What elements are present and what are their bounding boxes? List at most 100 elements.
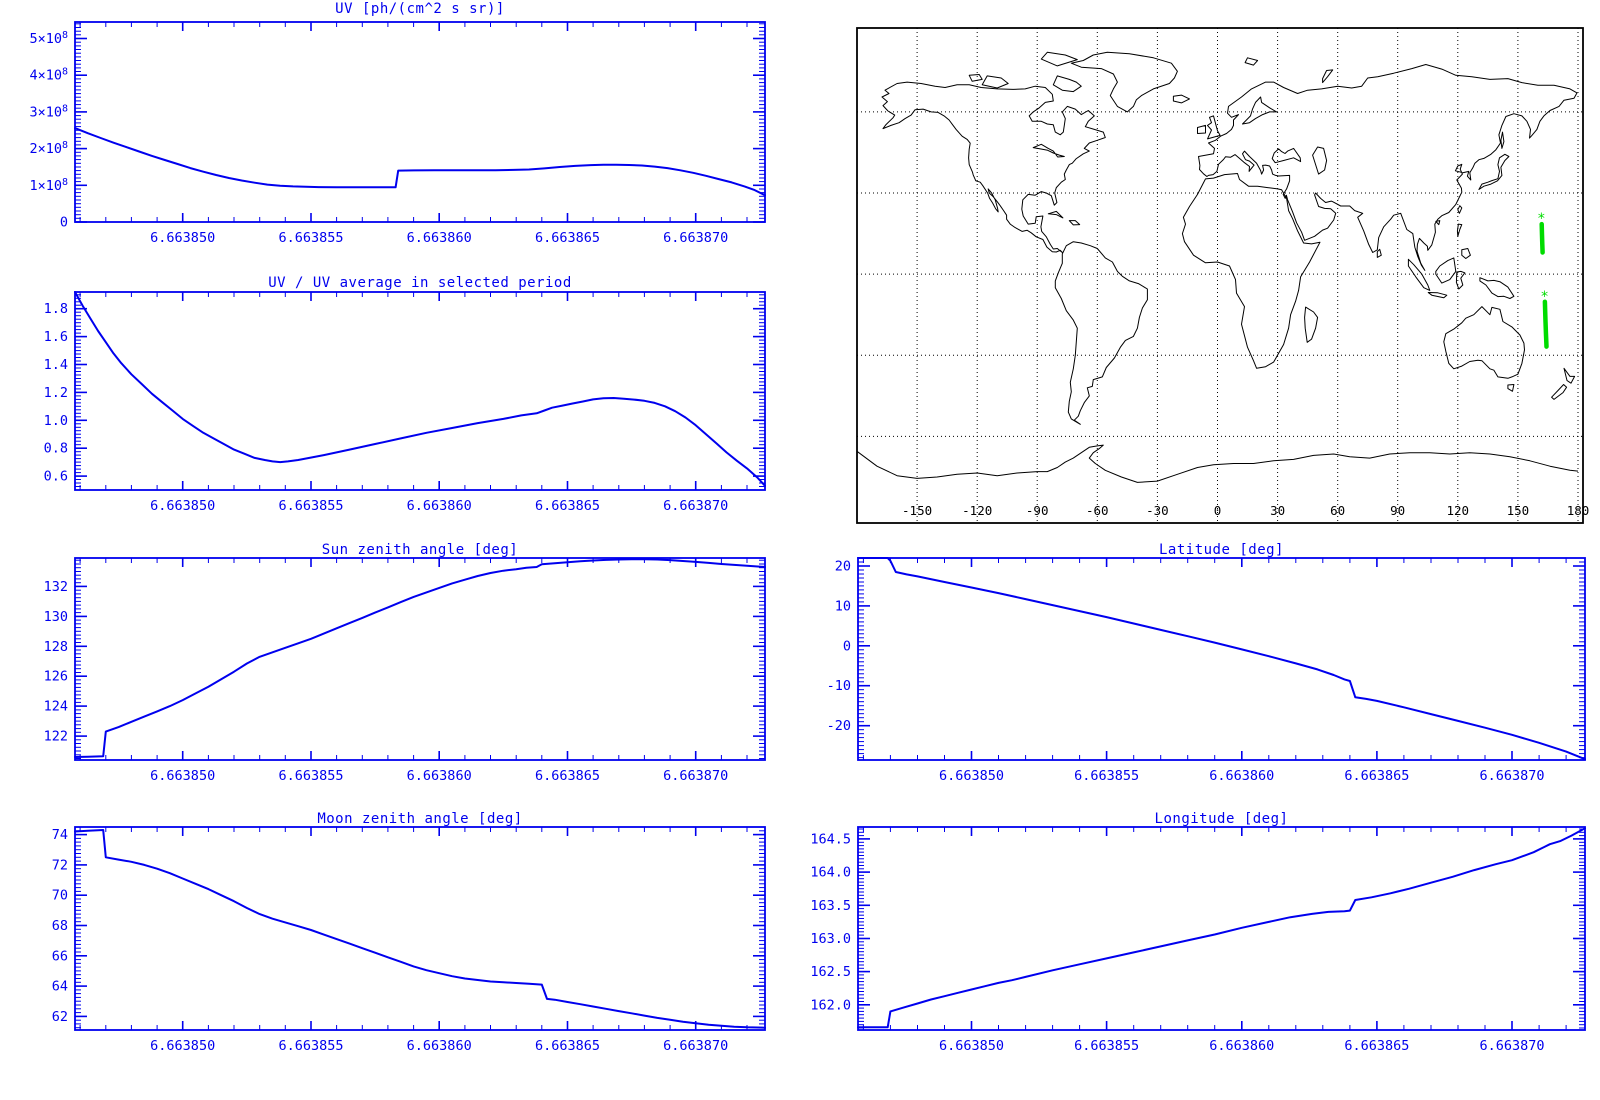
latitude-plot-canvas: 6.663850 6.663855 6.663860 6.663865 6.663870… [827, 557, 1586, 784]
plot-frame [857, 557, 1586, 761]
x-axis: 6.663850 6.663855 6.663860 6.663865 6.663870 [862, 827, 1567, 1054]
coastline-hainan [1435, 220, 1441, 226]
x-tick-label: 6.663860 [407, 230, 472, 246]
longitude-plot-panel: 6.663850 6.663855 6.663860 6.663865 6.663870… [800, 805, 1600, 1100]
y-tick-label: 66 [52, 948, 68, 964]
x-tick-label: 6.663870 [1479, 768, 1544, 784]
sun-zenith-curve [74, 558, 766, 758]
coastline-new-guinea [1479, 277, 1515, 299]
y-tick-label: 4×108 [29, 67, 68, 84]
y-tick-label: 1.4 [44, 357, 68, 373]
sun-zenith-plot-canvas: 6.663850 6.663855 6.663860 6.663865 6.663870… [44, 557, 766, 784]
y-tick-label: 122 [44, 729, 68, 745]
y-tick-label: 162.0 [810, 997, 851, 1013]
coastline-africa [1181, 173, 1321, 369]
map-lon-label: -120 [962, 503, 992, 518]
x-tick-label: 6.663865 [535, 1038, 600, 1054]
y-tick-label: 0 [60, 215, 68, 231]
x-tick-label: 6.663860 [1209, 768, 1274, 784]
coastline-great-britain [1207, 115, 1221, 140]
coastline-ellesmere-island [1040, 51, 1078, 67]
moon-zenith-plot-panel: 6.663850 6.663855 6.663860 6.663865 6.663870… [0, 805, 800, 1100]
x-tick-label: 6.663850 [150, 768, 215, 784]
y-axis: 162.0 162.5 163.0 163.5 164.0 164.5 [810, 828, 1585, 1029]
y-tick-label: 62 [52, 1009, 68, 1025]
x-tick-label: 6.663855 [278, 230, 343, 246]
y-tick-label: 0.8 [44, 441, 68, 457]
coastline-baltic-sea [1242, 96, 1278, 125]
coastline-taiwan [1457, 205, 1463, 214]
y-tick-label: 124 [44, 699, 68, 715]
coastline-new-zealand-north [1563, 367, 1576, 384]
x-tick-label: 6.663860 [407, 768, 472, 784]
x-axis: 6.663850 6.663855 6.663860 6.663865 6.663870 [79, 558, 748, 784]
uv-ratio-plot-title: UV / UV average in selected period [268, 275, 572, 291]
y-tick-label: 163.0 [810, 931, 851, 947]
ground-track-asterisk: * [1537, 211, 1545, 227]
coastline-ireland [1197, 124, 1206, 134]
latitude-curve [857, 557, 1586, 761]
uv-plot-panel: 6.663850 6.663855 6.663860 6.663865 6.663870… [0, 0, 800, 262]
map-lon-label: 150 [1507, 503, 1530, 518]
x-tick-label: 6.663860 [407, 1038, 472, 1054]
y-tick-label: 126 [44, 669, 68, 685]
coastline-java [1427, 292, 1448, 299]
coastline-luzon [1456, 223, 1463, 237]
coastline-mindanao [1461, 248, 1471, 259]
y-tick-label: 3×108 [29, 103, 68, 120]
coastline-novaya-zemlya [1322, 69, 1334, 84]
coastline-sakhalin [1500, 131, 1505, 149]
y-tick-label: 1×108 [29, 177, 68, 194]
y-tick-label: 1.2 [44, 385, 68, 401]
world-map-canvas: -150 -120 -90 -60 -30 0 30 60 90 120 150 180** [856, 27, 1589, 524]
ground-track-segment [1542, 299, 1549, 349]
y-tick-label: -20 [827, 718, 851, 734]
uv-ratio-plot-canvas: 6.663850 6.663855 6.663860 6.663865 6.663870… [44, 291, 766, 514]
moon-zenith-plot-title: Moon zenith angle [deg] [317, 811, 523, 827]
x-tick-label: 6.663870 [663, 1038, 728, 1054]
x-tick-label: 6.663865 [1344, 768, 1409, 784]
y-tick-label: 72 [52, 857, 68, 873]
y-tick-label: 5×108 [29, 30, 68, 47]
uv-ratio-curve [74, 291, 766, 487]
y-tick-label: -10 [827, 678, 851, 694]
plot-frame [74, 21, 766, 223]
coastline-japan [1478, 153, 1510, 190]
y-tick-label: 64 [52, 979, 68, 995]
x-tick-label: 6.663850 [939, 1038, 1004, 1054]
x-tick-label: 6.663850 [150, 1038, 215, 1054]
map-lon-label: 0 [1214, 503, 1222, 518]
y-tick-label: 0 [843, 638, 851, 654]
plot-frame [74, 826, 766, 1031]
coastline-sri-lanka [1376, 248, 1382, 258]
x-tick-label: 6.663870 [663, 498, 728, 514]
y-tick-label: 128 [44, 639, 68, 655]
uv-ratio-plot-panel: 6.663850 6.663855 6.663860 6.663865 6.663870… [0, 268, 800, 520]
y-tick-label: 164.5 [810, 831, 851, 847]
x-tick-label: 6.663865 [535, 230, 600, 246]
coastline-north-america [881, 81, 1106, 253]
map-lon-label: -90 [1026, 503, 1049, 518]
coastline-south-america [1054, 241, 1148, 425]
map-lon-label: -30 [1146, 503, 1169, 518]
x-tick-label: 6.663865 [535, 768, 600, 784]
x-tick-label: 6.663850 [150, 498, 215, 514]
map-lon-label: -150 [902, 503, 932, 518]
x-tick-label: 6.663855 [1074, 1038, 1139, 1054]
moon-zenith-plot-canvas: 6.663850 6.663855 6.663860 6.663865 6.663870… [52, 826, 766, 1054]
x-tick-label: 6.663865 [1344, 1038, 1409, 1054]
ground-track-segment [1539, 221, 1545, 255]
y-tick-label: 162.5 [810, 964, 851, 980]
coastline-greenland [1070, 51, 1178, 113]
y-tick-label: 1.8 [44, 301, 68, 317]
x-tick-label: 6.663855 [278, 1038, 343, 1054]
map-frame [856, 27, 1584, 524]
coastline-borneo [1435, 257, 1457, 284]
map-lon-label: -60 [1086, 503, 1109, 518]
plot-frame [857, 826, 1586, 1031]
moon-zenith-curve [74, 829, 766, 1029]
x-axis: 6.663850 6.663855 6.663860 6.663865 6.663870 [79, 22, 748, 246]
y-tick-label: 20 [835, 559, 851, 575]
map-coastlines [856, 51, 1579, 483]
y-tick-label: 70 [52, 888, 68, 904]
